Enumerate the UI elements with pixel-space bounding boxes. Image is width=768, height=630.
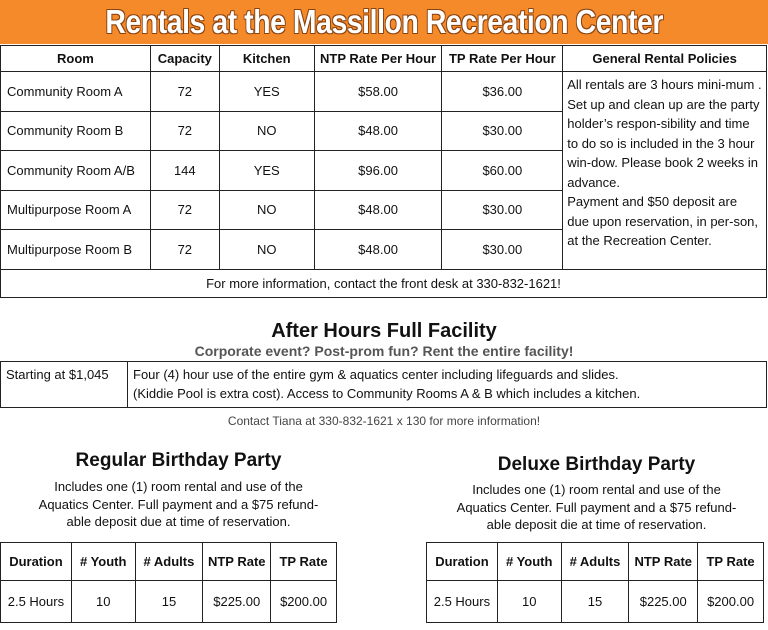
after-hours-title: After Hours Full Facility [271,320,497,342]
ntp-rate-cell: $48.00 [313,110,443,151]
table-header-row: Duration # Youth # Adults NTP Rate TP Ra… [426,542,764,581]
front-desk-contact: For more information, contact the front … [0,268,767,298]
room-cell: Community Room B [0,110,151,151]
room-cell: Multipurpose Room B [0,229,151,270]
column-header: # Adults [134,542,204,581]
table-row: Multipurpose Room A 72 NO $48.00 $30.00 [0,189,767,230]
contact-row: For more information, contact the front … [0,268,767,298]
deluxe-birthday-table: Duration # Youth # Adults NTP Rate TP Ra… [426,542,764,623]
duration-cell: 2.5 Hours [0,580,72,623]
after-hours-subtitle: Corporate event? Post-prom fun? Rent the… [194,343,574,359]
column-header: Room [0,45,151,72]
tp-rate-cell: $30.00 [441,110,564,151]
column-header: NTP Rate [628,542,699,581]
tp-rate-cell: $30.00 [441,229,564,270]
table-row: Community Room A/B 144 YES $96.00 $60.00 [0,150,767,191]
column-header: General Rental Policies [562,45,767,72]
column-header: # Youth [496,542,562,581]
ntp-rate-cell: $96.00 [313,150,443,191]
kitchen-cell: YES [218,150,315,191]
column-header: # Youth [70,542,136,581]
capacity-cell: 72 [149,110,220,151]
table-row: 2.5 Hours 10 15 $225.00 $200.00 [426,580,764,623]
deluxe-birthday-description: Includes one (1) room rental and use of … [425,481,768,534]
column-header: TP Rate [270,542,337,581]
rentals-table: Room Capacity Kitchen NTP Rate Per Hour … [0,45,767,298]
column-header: NTP Rate Per Hour [313,45,443,72]
after-hours-price: Starting at $1,045 [0,361,128,408]
title-banner: Rentals at the Massillon Recreation Cent… [0,0,768,44]
description-line: Aquatics Center. Full payment and a $75 … [456,499,737,515]
table-header-row: Duration # Youth # Adults NTP Rate TP Ra… [0,542,337,581]
after-hours-contact: Contact Tiana at 330-832-1621 x 130 for … [227,414,541,428]
table-row: 2.5 Hours 10 15 $225.00 $200.00 [0,580,337,623]
room-cell: Community Room A [0,71,151,112]
after-hours-description: Four (4) hour use of the entire gym & aq… [127,361,767,408]
ntp-rate-cell: $225.00 [628,580,699,623]
kitchen-cell: NO [218,229,315,270]
kitchen-cell: YES [218,71,315,112]
tp-rate-cell: $200.00 [697,580,764,623]
tp-rate-cell: $200.00 [270,580,337,623]
capacity-cell: 144 [149,150,220,191]
table-row: Starting at $1,045 Four (4) hour use of … [0,361,767,408]
after-hours-table: Starting at $1,045 Four (4) hour use of … [0,361,767,408]
column-header: TP Rate Per Hour [441,45,564,72]
column-header: Duration [0,542,72,581]
tp-rate-cell: $60.00 [441,150,564,191]
capacity-cell: 72 [149,71,220,112]
description-line: able deposit due at time of reservation. [66,514,291,529]
capacity-cell: 72 [149,229,220,270]
kitchen-cell: NO [218,189,315,230]
page-title: Rentals at the Massillon Recreation Cent… [105,3,663,40]
ntp-rate-cell: $48.00 [313,229,443,270]
column-header: TP Rate [697,542,764,581]
regular-birthday-description: Includes one (1) room rental and use of … [0,478,357,531]
column-header: Kitchen [218,45,315,72]
table-row: Community Room A 72 YES $58.00 $36.00 Al… [0,71,767,270]
table-row: Multipurpose Room B 72 NO $48.00 $30.00 [0,229,767,270]
column-header: Duration [426,542,498,581]
tp-rate-cell: $36.00 [441,71,564,112]
description-line: Four (4) hour use of the entire gym & aq… [133,367,619,382]
description-line: (Kiddie Pool is extra cost). Access to C… [133,386,641,401]
room-cell: Multipurpose Room A [0,189,151,230]
description-line: Aquatics Center. Full payment and a $75 … [38,496,319,512]
ntp-rate-cell: $48.00 [313,189,443,230]
adults-cell: 15 [134,580,204,623]
column-header: # Adults [560,542,630,581]
deluxe-birthday-title: Deluxe Birthday Party [497,454,696,475]
description-line: able deposit die at time of reservation. [486,517,707,532]
rental-policies: All rentals are 3 hours mini-mum . Set u… [562,71,767,270]
policy-text: Payment and $50 deposit are due upon res… [567,194,759,248]
regular-birthday-title: Regular Birthday Party [75,450,282,471]
youth-cell: 10 [496,580,562,623]
table-row: Community Room B 72 NO $48.00 $30.00 [0,110,767,151]
ntp-rate-cell: $58.00 [313,71,443,112]
column-header: Capacity [149,45,220,72]
capacity-cell: 72 [149,189,220,230]
tp-rate-cell: $30.00 [441,189,564,230]
duration-cell: 2.5 Hours [426,580,498,623]
table-header-row: Room Capacity Kitchen NTP Rate Per Hour … [0,45,767,72]
description-line: Includes one (1) room rental and use of … [472,482,721,497]
kitchen-cell: NO [218,110,315,151]
column-header: NTP Rate [202,542,272,581]
ntp-rate-cell: $225.00 [202,580,272,623]
room-cell: Community Room A/B [0,150,151,191]
adults-cell: 15 [560,580,630,623]
regular-birthday-table: Duration # Youth # Adults NTP Rate TP Ra… [0,542,337,623]
description-line: Includes one (1) room rental and use of … [54,479,303,494]
policy-text: All rentals are 3 hours mini-mum . Set u… [567,77,762,190]
youth-cell: 10 [70,580,136,623]
